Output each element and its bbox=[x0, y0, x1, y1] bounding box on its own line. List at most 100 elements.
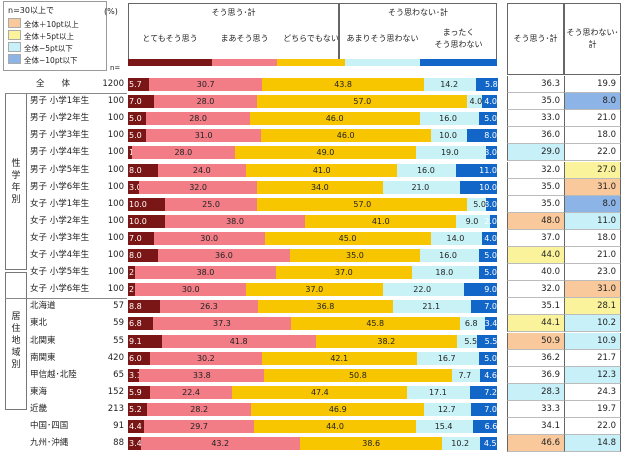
row-label: 北海道 bbox=[30, 301, 56, 312]
sum-disagree-cell: 22.0 bbox=[564, 144, 621, 162]
row-label: 近畿 bbox=[30, 403, 48, 414]
bar-value-label: 3.0 bbox=[129, 182, 142, 192]
bar-segment bbox=[467, 129, 497, 143]
bar-segment bbox=[128, 214, 165, 228]
agree-group-header: そう思う･計 bbox=[128, 3, 339, 65]
row-label: 男子 小学6年生 bbox=[30, 181, 90, 192]
bar-segment bbox=[135, 283, 247, 297]
row-label: 女子 小学3年生 bbox=[30, 232, 90, 243]
bar-segment bbox=[139, 368, 265, 382]
bar-segment bbox=[128, 180, 140, 194]
legend-swatch bbox=[8, 54, 21, 64]
bar-value-label: 17.1 bbox=[428, 387, 447, 397]
bar-value-label: 21.0 bbox=[411, 182, 430, 192]
bar-segment bbox=[467, 95, 483, 109]
bar-segment bbox=[157, 249, 291, 262]
bar-value-label: 30.2 bbox=[196, 353, 215, 363]
bar-value-label: 3.0 bbox=[484, 199, 497, 209]
sum-agree-cell: 36.3 bbox=[507, 76, 564, 93]
bar-value-label: 28.0 bbox=[189, 114, 207, 124]
bar-value-label: 5.0 bbox=[484, 251, 497, 260]
bar-segment bbox=[482, 95, 497, 109]
sum-disagree-cell: 8.0 bbox=[564, 93, 621, 111]
bar-segment bbox=[275, 266, 413, 280]
bar-segment bbox=[489, 214, 497, 228]
bar-segment bbox=[128, 283, 136, 297]
bar-segment bbox=[146, 112, 250, 126]
bar-segment bbox=[260, 129, 431, 143]
sum-disagree-cell: 11.0 bbox=[564, 212, 621, 230]
group-label-region: 居住地域別 bbox=[11, 312, 21, 370]
bar-segment bbox=[451, 368, 481, 382]
bar-value-label: 14.0 bbox=[446, 233, 465, 243]
bar-segment bbox=[246, 283, 383, 297]
bar-value-label: 35.0 bbox=[346, 251, 364, 260]
row-n: 100 bbox=[107, 147, 124, 158]
row-label: 甲信越･北陸 bbox=[30, 369, 77, 380]
sum-agree-cell: 40.0 bbox=[507, 264, 564, 282]
bar-segment bbox=[415, 146, 486, 160]
bar-segment bbox=[478, 112, 497, 126]
bar-value-label: 38.0 bbox=[226, 216, 244, 226]
bar-segment bbox=[249, 112, 420, 126]
bar-value-label: 7.2 bbox=[484, 387, 497, 397]
bar-segment bbox=[128, 266, 136, 280]
bar-segment bbox=[235, 146, 416, 160]
bar-segment bbox=[423, 78, 477, 91]
bar-value-label: 8.8 bbox=[129, 302, 142, 312]
row-n: 100 bbox=[107, 130, 124, 141]
bar-segment bbox=[460, 180, 497, 194]
row-n: 100 bbox=[107, 267, 124, 278]
bar-segment bbox=[485, 197, 497, 211]
sum-disagree-cell: 21.0 bbox=[564, 247, 621, 264]
group-label-grade: 性学年別 bbox=[11, 158, 21, 205]
row-n: 152 bbox=[107, 386, 124, 397]
group-box-region bbox=[5, 272, 27, 410]
bar-value-label: 24.0 bbox=[192, 165, 211, 175]
bar-value-label: 5.5 bbox=[464, 336, 478, 346]
bar-segment bbox=[261, 351, 417, 365]
bar-value-label: 2.0 bbox=[128, 266, 147, 279]
bar-value-label: 26.3 bbox=[200, 302, 218, 312]
bar-segment bbox=[290, 249, 420, 262]
bar-value-label: 38.2 bbox=[377, 336, 396, 346]
n-label: n= bbox=[110, 64, 121, 72]
sum-disagree-cell: 31.0 bbox=[564, 281, 621, 299]
group-divider bbox=[5, 298, 127, 300]
bar-value-label: 21.1 bbox=[422, 302, 441, 312]
row-label: 九州･沖縄 bbox=[30, 438, 69, 449]
bar-segment bbox=[128, 197, 165, 211]
bar-segment bbox=[128, 78, 150, 91]
bar-segment bbox=[149, 385, 233, 399]
bar-value-label: 7.7 bbox=[458, 370, 472, 380]
bar-value-label: 3.0 bbox=[484, 148, 497, 158]
row-label: 東海 bbox=[30, 386, 48, 397]
sum-disagree-cell: 22.0 bbox=[564, 418, 621, 435]
bar-value-label: 46.0 bbox=[325, 114, 344, 124]
sum-agree-cell: 33.0 bbox=[507, 110, 564, 128]
legend-item: 全体−5pt以下 bbox=[8, 42, 73, 53]
row-label: 男子 小学2年生 bbox=[30, 113, 90, 124]
sum-agree-cell: 35.0 bbox=[507, 195, 564, 213]
bar-segment bbox=[139, 180, 258, 194]
bar-segment bbox=[135, 266, 276, 280]
group-divider bbox=[5, 93, 127, 95]
bar-value-label: 36.8 bbox=[316, 302, 335, 312]
sum-agree-cell: 44.0 bbox=[507, 247, 564, 264]
legend-swatch bbox=[8, 18, 21, 28]
row-label: 中国･四国 bbox=[30, 421, 69, 431]
row-n: 100 bbox=[107, 198, 124, 209]
chart-figure: n=30以上で 全体＋10pt以上 全体＋5pt以上 全体−5pt以下 全体−1… bbox=[3, 1, 621, 452]
row-label: 男子 小学4年生 bbox=[30, 147, 90, 158]
bar-segment bbox=[128, 231, 154, 245]
bar-value-label: 31.0 bbox=[194, 131, 213, 141]
bar-segment bbox=[128, 351, 151, 365]
sum-disagree-cell: 19.7 bbox=[564, 400, 621, 418]
bar-segment bbox=[128, 146, 132, 160]
bar-segment bbox=[456, 163, 497, 177]
bar-value-label: 4.0 bbox=[484, 233, 497, 243]
bar-value-label: 6.8 bbox=[129, 319, 142, 329]
bar-segment bbox=[459, 317, 485, 331]
bar-segment bbox=[128, 112, 147, 126]
row-label: 女子 小学1年生 bbox=[30, 198, 90, 209]
